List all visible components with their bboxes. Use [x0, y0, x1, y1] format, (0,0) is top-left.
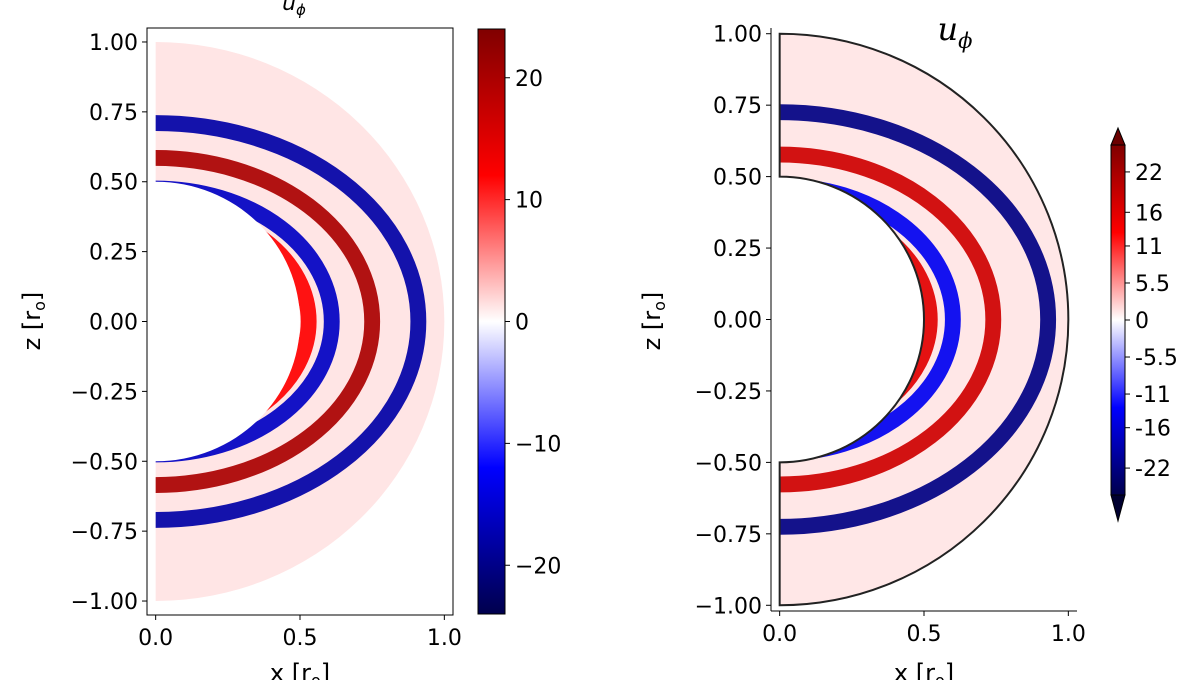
left-field-bands [155, 41, 445, 602]
left-domain-ring [155, 41, 445, 602]
left-y-tick-label: −0.25 [71, 380, 138, 405]
right-y-tick-label: −0.50 [695, 451, 762, 476]
right-colorbar-tick-label: 0 [1135, 309, 1149, 334]
left-field-band-3 [155, 115, 427, 528]
right-panel: uϕ 1.000.750.500.250.00−0.25−0.50−0.75−1… [638, 10, 1178, 680]
right-colorbar-tick-label: 22 [1135, 161, 1163, 186]
left-y-tick-label: 1.00 [89, 31, 138, 56]
left-field-band-0 [155, 198, 317, 445]
right-colorbar-extend-top [1110, 126, 1126, 146]
right-x-tick-label: 0.5 [907, 622, 942, 647]
left-chart-title: uϕ [282, 0, 306, 19]
right-domain-outline [778, 32, 1070, 607]
left-y-tick-label: 0.00 [89, 311, 138, 336]
right-x-tick-label: 0.0 [762, 622, 797, 647]
right-field-band-3 [779, 104, 1057, 535]
right-x-ticks: 0.0 0.5 1.0 [762, 611, 1086, 647]
right-colorbar-tick-label: 11 [1135, 235, 1163, 260]
left-y-ticks: 1.00 0.75 0.50 0.25 0.00 −0.25 −0.50 −0.75 −1.00 [71, 31, 147, 615]
left-x-tick-label: 0.5 [283, 626, 318, 651]
right-colorbar-tick-label: -5.5 [1135, 346, 1178, 371]
right-y-tick-label: 0.50 [713, 166, 762, 191]
right-colorbar-tick-label: -22 [1135, 457, 1171, 482]
right-field-band-0 [779, 195, 938, 444]
right-y-axis-label: z [ro] [638, 292, 669, 351]
right-colorbar-ticks: 22 16 11 5.5 0 -5.5 -11 -16 -22 [1125, 161, 1178, 482]
left-colorbar-tick-label: −20 [515, 554, 561, 579]
left-x-axis-label: x [ro] [270, 659, 330, 680]
right-x-axis-label: x [ro] [894, 659, 954, 680]
left-y-tick-label: −0.50 [71, 450, 138, 475]
right-y-tick-label: 0.25 [713, 237, 762, 262]
right-y-tick-label: 0.75 [713, 94, 762, 119]
left-field-band-1 [155, 180, 340, 463]
right-y-tick-label: −0.75 [695, 523, 762, 548]
left-y-tick-label: −1.00 [71, 590, 138, 615]
left-y-tick-label: 0.50 [89, 171, 138, 196]
right-y-tick-label: 0.00 [713, 309, 762, 334]
left-x-tick-label: 1.0 [427, 626, 462, 651]
right-y-tick-label: 1.00 [713, 23, 762, 48]
left-x-ticks: 0.0 0.5 1.0 [138, 615, 462, 651]
left-colorbar-tick-label: −10 [515, 432, 561, 457]
left-colorbar [477, 28, 506, 615]
right-y-tick-label: −0.25 [695, 380, 762, 405]
left-y-tick-label: 0.25 [89, 241, 138, 266]
right-colorbar [1110, 144, 1126, 496]
left-y-axis-label: z [ro] [18, 292, 49, 351]
right-colorbar-tick-label: -16 [1135, 417, 1171, 442]
right-colorbar-tick-label: -11 [1135, 383, 1171, 408]
left-y-tick-label: −0.75 [71, 520, 138, 545]
right-y-ticks: 1.00 0.75 0.50 0.25 0.00 −0.25 −0.50 −0.75 −1.00 [695, 23, 771, 619]
left-x-tick-label: 0.0 [138, 626, 173, 651]
right-colorbar-tick-label: 16 [1135, 201, 1163, 226]
right-y-tick-label: −1.00 [695, 594, 762, 619]
left-field-band-2 [155, 150, 381, 493]
left-colorbar-ticks: 20 10 0 −10 −20 [505, 67, 561, 579]
left-colorbar-tick-label: 10 [515, 189, 543, 214]
left-panel: uϕ 1.000.750.500.250.00−0.25−0.50−0.75−1… [18, 0, 561, 680]
left-colorbar-tick-label: 0 [515, 311, 529, 336]
right-x-tick-label: 1.0 [1051, 622, 1086, 647]
right-colorbar-extend-bottom [1110, 494, 1126, 523]
left-colorbar-tick-label: 20 [515, 67, 543, 92]
left-y-tick-label: 0.75 [89, 101, 138, 126]
right-colorbar-tick-label: 5.5 [1135, 272, 1170, 297]
right-chart-title: uϕ [938, 10, 973, 53]
